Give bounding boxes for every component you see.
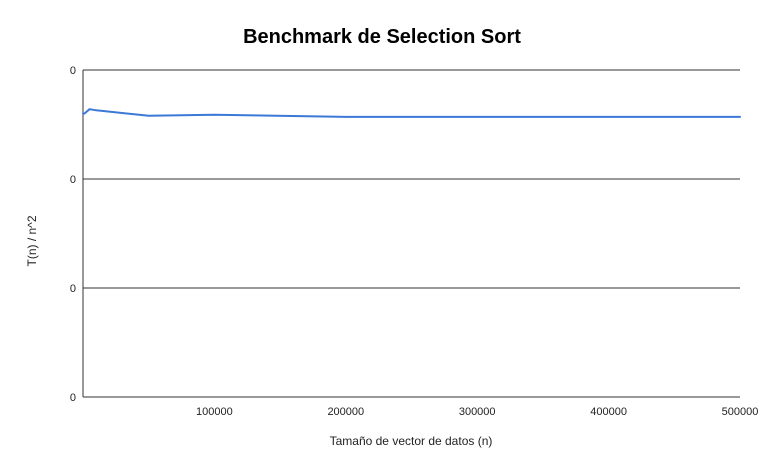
x-axis-ticks: 100000 200000 300000 400000 500000	[196, 406, 758, 418]
y-axis-ticks: 0 0 0 0	[70, 65, 76, 404]
y-tick-label: 0	[70, 392, 76, 404]
y-tick-label: 0	[70, 283, 76, 295]
chart-title: Benchmark de Selection Sort	[243, 26, 521, 48]
x-tick-label: 400000	[590, 406, 627, 418]
y-tick-label: 0	[70, 174, 76, 186]
x-tick-label: 300000	[459, 406, 496, 418]
x-axis-label: Tamaño de vector de datos (n)	[330, 434, 493, 448]
y-axis-label: T(n) / n^2	[25, 215, 39, 266]
x-tick-label: 100000	[196, 406, 233, 418]
gridlines	[82, 69, 740, 398]
x-tick-label: 200000	[327, 406, 364, 418]
series-line	[82, 108, 741, 118]
y-tick-label: 0	[70, 65, 76, 77]
plot-area	[82, 108, 741, 118]
x-tick-label: 500000	[722, 406, 759, 418]
